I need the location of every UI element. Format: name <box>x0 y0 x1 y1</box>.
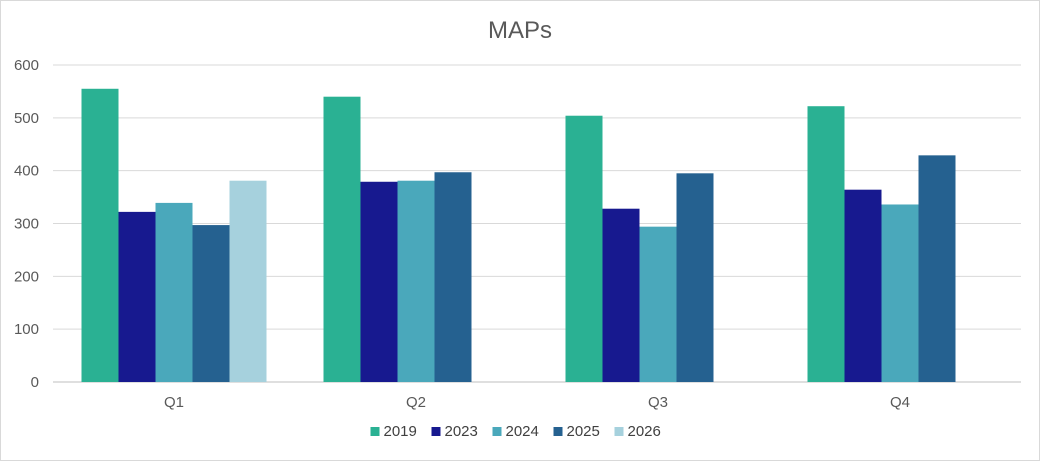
bar-q3-2025 <box>676 173 714 382</box>
bar-q3-2023 <box>602 208 640 382</box>
y-tick-label: 100 <box>14 321 39 338</box>
bar-q2-2025 <box>434 172 472 382</box>
bar-q2-2023 <box>360 181 398 382</box>
bar-q1-2019 <box>81 88 119 383</box>
legend-swatch-2024 <box>492 427 502 436</box>
bar-q2-2024 <box>397 180 435 382</box>
bar-q3-2024 <box>639 226 677 382</box>
y-tick-label: 400 <box>14 163 39 180</box>
y-tick-label: 500 <box>14 110 39 127</box>
bar-q4-2023 <box>844 189 882 382</box>
legend-label-2019: 2019 <box>384 423 417 440</box>
chart-title: MAPs <box>488 17 552 44</box>
y-axis-tick-labels: 0 100 200 300 400 500 600 <box>14 57 39 391</box>
legend-label-2025: 2025 <box>567 423 600 440</box>
legend-swatch-2023 <box>431 427 441 436</box>
legend-label-2023: 2023 <box>445 423 478 440</box>
bar-q4-2019 <box>807 106 845 383</box>
x-axis-tick-labels: Q1 Q2 Q3 Q4 <box>164 394 910 411</box>
bar-q4-2024 <box>881 204 919 382</box>
x-tick-label: Q1 <box>164 394 184 411</box>
bar-q3-2019 <box>565 115 603 382</box>
bar-q1-2026 <box>229 180 267 382</box>
bar-q1-2023 <box>118 211 156 382</box>
y-tick-label: 200 <box>14 268 39 285</box>
bar-q2-2019 <box>323 96 361 382</box>
bar-q1-2024 <box>155 202 193 382</box>
legend-swatch-2019 <box>370 427 380 436</box>
legend-label-2026: 2026 <box>628 423 661 440</box>
legend: 2019 2023 2024 2025 2026 <box>370 423 661 440</box>
y-tick-label: 300 <box>14 216 39 233</box>
y-tick-label: 0 <box>31 374 39 391</box>
x-tick-label: Q4 <box>890 394 910 411</box>
x-tick-label: Q3 <box>648 394 668 411</box>
bar-q1-2025 <box>192 225 230 382</box>
bars <box>81 88 956 383</box>
legend-label-2024: 2024 <box>506 423 539 440</box>
bar-q4-2025 <box>918 155 956 382</box>
y-tick-label: 600 <box>14 57 39 74</box>
legend-swatch-2026 <box>614 427 624 436</box>
x-tick-label: Q2 <box>406 394 426 411</box>
legend-swatch-2025 <box>553 427 563 436</box>
